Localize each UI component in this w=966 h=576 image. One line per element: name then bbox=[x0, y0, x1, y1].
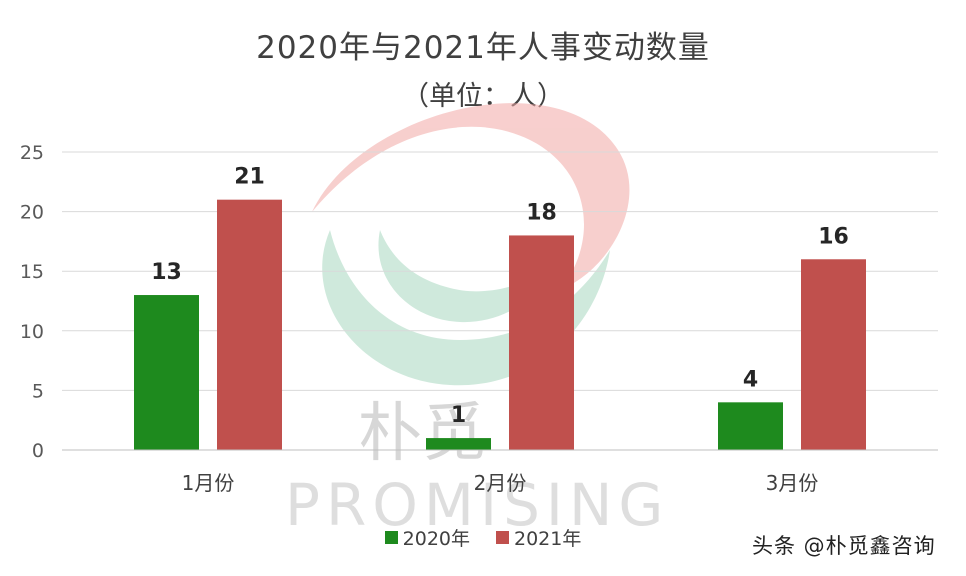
bar-2020年-3月份 bbox=[718, 402, 783, 450]
chart-title: 2020年与2021年人事变动数量 bbox=[256, 30, 710, 66]
bar-2020年-2月份 bbox=[426, 438, 491, 450]
bar-2021年-2月份 bbox=[509, 235, 574, 450]
y-tick-label: 10 bbox=[20, 321, 44, 343]
data-label: 1 bbox=[451, 403, 466, 428]
data-label: 4 bbox=[743, 367, 758, 392]
legend-item-2021: 2021年 bbox=[496, 524, 581, 551]
data-label: 13 bbox=[151, 260, 182, 285]
legend-label-2021: 2021年 bbox=[514, 528, 582, 550]
y-tick-label: 20 bbox=[20, 202, 44, 224]
y-tick-label: 25 bbox=[20, 142, 44, 164]
y-tick-label: 0 bbox=[32, 440, 44, 462]
legend-swatch-2020 bbox=[384, 531, 398, 544]
y-tick-label: 5 bbox=[32, 380, 44, 402]
legend-swatch-2021 bbox=[496, 531, 509, 544]
watermark-logo-chinese: 朴觅 bbox=[358, 397, 486, 471]
data-label: 21 bbox=[234, 165, 265, 190]
x-tick-label: 1月份 bbox=[182, 471, 235, 495]
source-watermark: 头条 @朴觅鑫咨询 bbox=[752, 534, 936, 558]
data-label: 16 bbox=[818, 224, 849, 249]
bar-2020年-1月份 bbox=[134, 295, 199, 450]
legend-label-2020: 2020年 bbox=[402, 528, 470, 550]
bar-2021年-1月份 bbox=[217, 199, 282, 450]
data-label: 18 bbox=[526, 200, 557, 225]
y-tick-label: 15 bbox=[20, 261, 44, 283]
legend-item-2020: 2020年 bbox=[384, 524, 470, 551]
bar-2021年-3月份 bbox=[801, 259, 866, 450]
x-tick-label: 3月份 bbox=[766, 471, 819, 495]
watermark-logo-english: PROMISING bbox=[285, 471, 669, 539]
x-tick-label: 2月份 bbox=[474, 471, 527, 495]
chart-legend: 2020年 2021年 bbox=[0, 524, 966, 551]
